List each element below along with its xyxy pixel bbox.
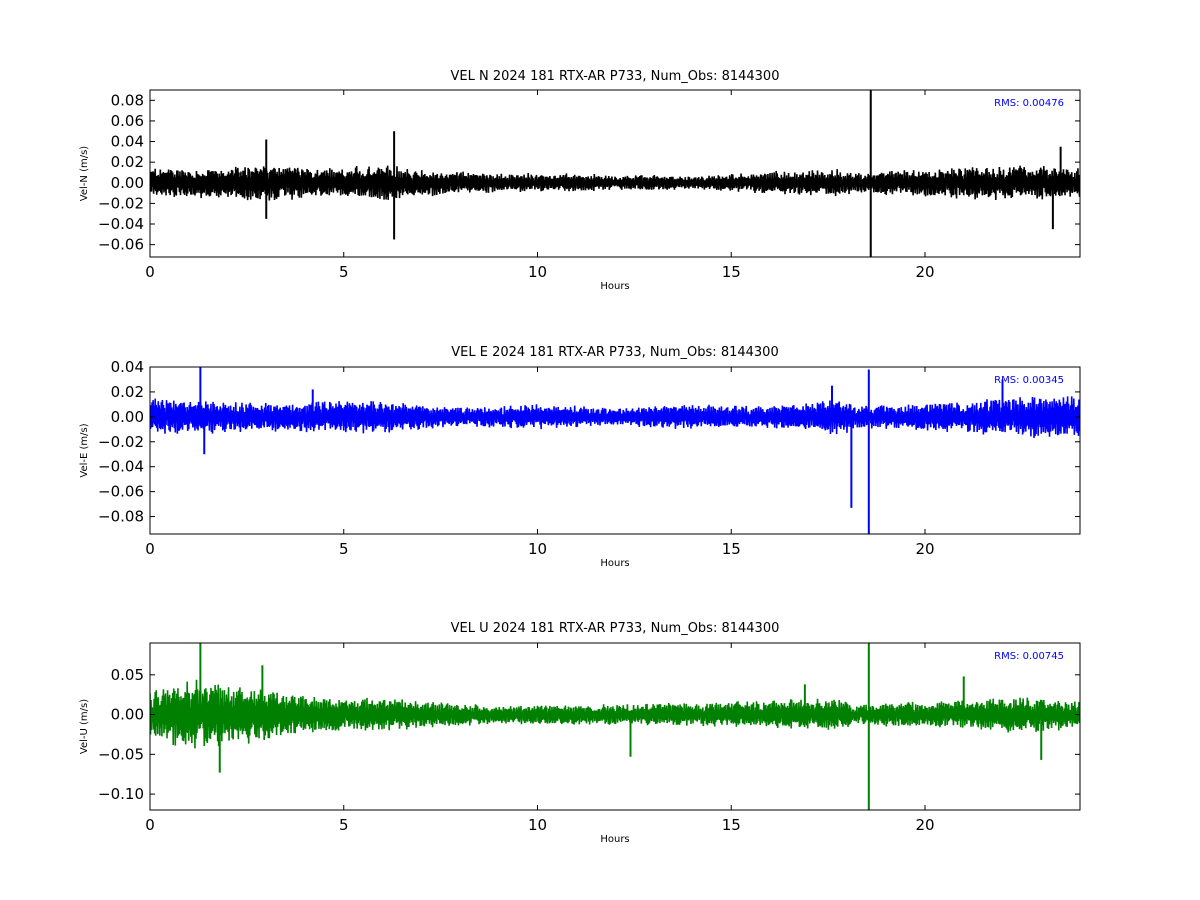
x-tick-label: 5	[339, 263, 349, 281]
rms-annotation: RMS: 0.00345	[994, 375, 1064, 386]
y-tick-label: 0.02	[111, 383, 144, 401]
x-tick-label: 5	[339, 816, 349, 834]
y-tick-label: −0.06	[98, 483, 144, 501]
x-tick-label: 10	[528, 263, 547, 281]
y-tick-label: 0.04	[111, 358, 144, 376]
x-tick-label: 5	[339, 540, 349, 558]
y-tick-label: 0.05	[111, 666, 144, 684]
y-tick-label: 0.02	[111, 153, 144, 171]
x-tick-label: 0	[145, 540, 155, 558]
x-tick-label: 10	[528, 540, 547, 558]
panel-vel-u: VEL U 2024 181 RTX-AR P733, Num_Obs: 814…	[79, 621, 1081, 845]
chart-title: VEL E 2024 181 RTX-AR P733, Num_Obs: 814…	[451, 345, 778, 360]
y-tick-label: −0.06	[98, 236, 144, 254]
y-tick-label: 0.00	[111, 408, 144, 426]
chart-title: VEL U 2024 181 RTX-AR P733, Num_Obs: 814…	[451, 621, 780, 636]
x-tick-label: 0	[145, 816, 155, 834]
x-axis-label: Hours	[600, 281, 629, 292]
y-tick-label: −0.10	[98, 785, 144, 803]
y-tick-label: −0.04	[98, 215, 144, 233]
data-series-trace	[150, 679, 1080, 749]
axes-frame	[149, 89, 1081, 258]
y-axis-label: Vel-U (m/s)	[79, 699, 90, 754]
axes-frame	[149, 642, 1081, 811]
y-tick-label: 0.04	[111, 133, 144, 151]
x-axis-label: Hours	[600, 558, 629, 569]
y-tick-label: −0.05	[98, 745, 144, 763]
plot-area: 0 5 10 15 20 −0.10 −0.05 0.00 0.05	[98, 642, 1081, 834]
x-tick-label: 20	[915, 540, 934, 558]
y-tick-label: 0.00	[111, 706, 144, 724]
data-series-trace	[150, 396, 1080, 438]
axes-frame	[149, 366, 1081, 535]
x-tick-label: 0	[145, 263, 155, 281]
y-tick-label: −0.04	[98, 458, 144, 476]
x-tick-label: 15	[722, 816, 741, 834]
rms-annotation: RMS: 0.00745	[994, 651, 1064, 662]
data-series-trace	[150, 165, 1080, 201]
y-tick-label: −0.08	[98, 508, 144, 526]
x-tick-label: 15	[722, 540, 741, 558]
x-tick-label: 15	[722, 263, 741, 281]
panel-vel-e: VEL E 2024 181 RTX-AR P733, Num_Obs: 814…	[79, 345, 1081, 569]
y-tick-label: 0.06	[111, 112, 144, 130]
y-tick-label: 0.08	[111, 91, 144, 109]
y-axis-label: Vel-N (m/s)	[79, 146, 90, 201]
panel-vel-n: VEL N 2024 181 RTX-AR P733, Num_Obs: 814…	[79, 69, 1081, 292]
y-tick-label: −0.02	[98, 433, 144, 451]
rms-annotation: RMS: 0.00476	[994, 98, 1064, 109]
chart-title: VEL N 2024 181 RTX-AR P733, Num_Obs: 814…	[451, 69, 780, 84]
x-tick-label: 20	[915, 816, 934, 834]
y-axis-label: Vel-E (m/s)	[79, 423, 90, 477]
plot-area: 0 5 10 15 20 −0.06 −0.04 −0.02 0.00 0.02 0.04 0.06 0…	[98, 89, 1081, 281]
y-tick-label: 0.00	[111, 174, 144, 192]
plot-area: 0 5 10 15 20 −0.08 −0.06 −0.04 −0.02 0.00 0.02 0.04	[98, 358, 1081, 558]
x-axis-label: Hours	[600, 834, 629, 845]
x-tick-label: 10	[528, 816, 547, 834]
x-tick-label: 20	[915, 263, 934, 281]
y-tick-label: −0.02	[98, 194, 144, 212]
